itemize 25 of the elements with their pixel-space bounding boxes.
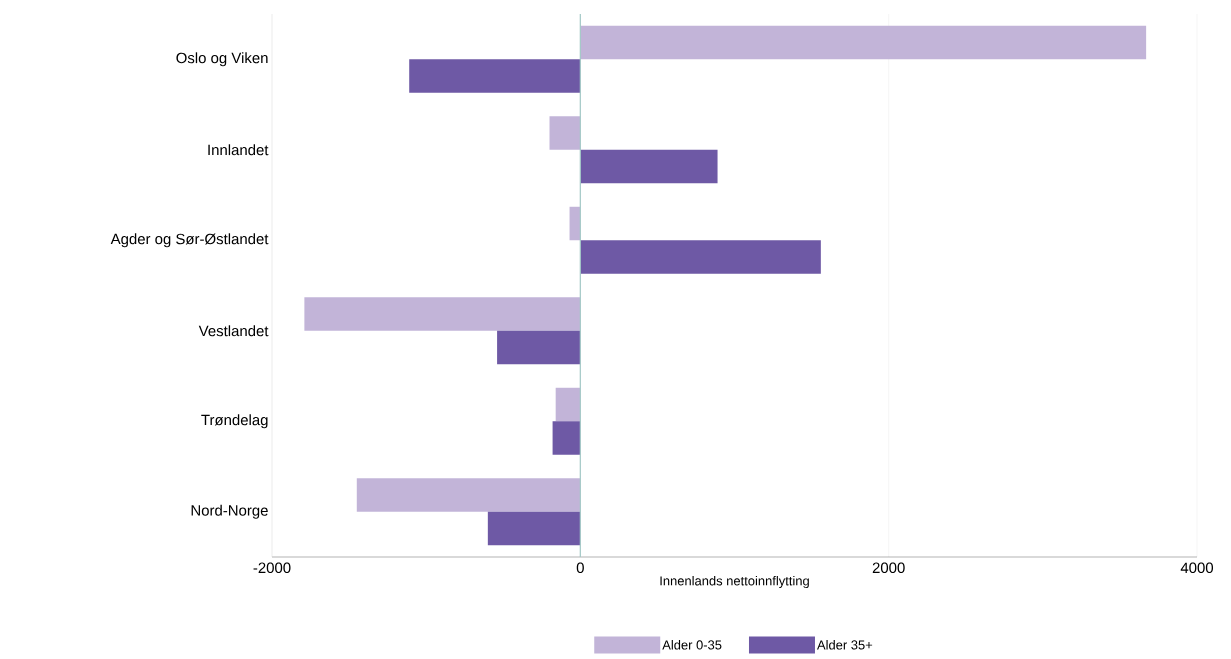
x-axis-title: Innenlands nettoinnflytting: [660, 575, 809, 589]
y-tick-label: Trøndelag: [201, 414, 268, 429]
y-tick-label: Vestlandet: [198, 325, 269, 337]
x-tick-label: 2000: [872, 562, 905, 574]
y-tick-label: Oslo og Viken: [176, 52, 268, 67]
bar: [356, 478, 581, 512]
bar: [555, 387, 581, 422]
x-tick-label: -2000: [253, 562, 291, 574]
x-tick-label: 4000: [1180, 562, 1214, 574]
bar: [580, 25, 1147, 60]
x-tick-label: 0: [576, 562, 584, 574]
y-tick-label: Innlandet: [208, 144, 269, 156]
bar: [580, 240, 821, 274]
bar: [569, 206, 581, 241]
bar: [497, 330, 581, 365]
text: Alder 0-35: [662, 640, 722, 650]
bar: [409, 59, 581, 93]
bar: [304, 297, 581, 331]
bar: [580, 149, 718, 184]
y-tick-label: Agder og Sør-Østlandet: [110, 233, 269, 248]
bar: [487, 511, 581, 546]
bar: [549, 116, 581, 150]
bar: [552, 421, 581, 455]
y-tick-label: Nord-Norge: [191, 504, 268, 519]
text: Alder 35+: [817, 640, 873, 650]
